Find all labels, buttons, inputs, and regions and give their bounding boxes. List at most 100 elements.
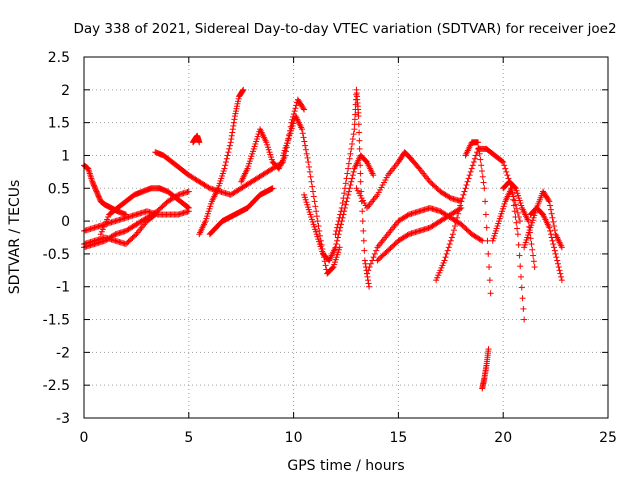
data-point-sat-l <box>370 172 377 179</box>
data-point-sat-w <box>554 260 561 267</box>
data-point-sat-f <box>205 184 212 191</box>
data-point-sat-t <box>519 295 526 302</box>
data-point-sat-q <box>500 159 507 166</box>
data-point-sat-v <box>551 223 558 230</box>
data-point-sat-w <box>547 227 554 234</box>
data-point-sat-q <box>465 175 472 182</box>
data-point-sat-k <box>308 178 315 185</box>
data-point-sat-h <box>229 129 236 136</box>
data-point-sat-r <box>486 277 493 284</box>
data-point-sat-o <box>373 247 380 254</box>
data-point-sat-h <box>222 162 229 169</box>
data-point-sat-a <box>111 232 118 239</box>
data-point-sat-k <box>300 134 307 141</box>
data-point-sat-m <box>365 277 372 284</box>
data-point-sat-l <box>334 237 341 244</box>
data-point-sat-q <box>463 181 470 188</box>
data-point-sat-w <box>555 264 562 271</box>
data-point-sat-q <box>446 241 453 248</box>
data-point-sat-m <box>338 204 345 211</box>
data-point-sat-n <box>446 194 453 201</box>
data-point-sat-q <box>441 257 448 264</box>
data-point-sat-m <box>357 178 364 185</box>
data-point-sat-o <box>477 236 484 243</box>
data-point-sat-k <box>310 193 317 200</box>
data-point-sat-w <box>547 231 554 238</box>
data-point-sat-k <box>317 232 324 239</box>
data-point-sat-m <box>360 227 367 234</box>
data-point-sat-r <box>480 179 487 186</box>
data-point-sat-q <box>461 188 468 195</box>
data-point-sat-j <box>301 106 308 113</box>
data-point-sat-t <box>514 231 521 238</box>
data-point-sat-a <box>185 188 192 195</box>
x-tick-label: 20 <box>494 430 512 446</box>
data-point-sat-r <box>486 264 493 271</box>
data-point-sat-o <box>370 254 377 261</box>
data-point-sat-k <box>305 159 312 166</box>
data-point-sat-m <box>355 113 362 120</box>
data-point-sat-l <box>332 244 339 251</box>
data-point-sat-k <box>315 223 322 230</box>
axis-ticks: 0 5 10 15 20 25 -3 -2.5 -2 -1.5 -1 -0.5 0 0.5 1 1.5 2 2.5 <box>43 50 617 446</box>
data-point-sat-o <box>365 267 372 274</box>
data-point-sat-q <box>504 172 511 179</box>
data-point-sat-q <box>464 178 471 185</box>
plot-frame <box>83 56 609 419</box>
data-point-sat-m <box>362 260 369 267</box>
data-point-sat-k <box>313 213 320 220</box>
data-point-sat-r <box>485 250 492 257</box>
data-point-sat-m <box>365 280 372 287</box>
data-point-sat-h <box>231 116 238 123</box>
data-point-sat-m <box>341 190 348 197</box>
x-tick-label: 5 <box>184 430 193 446</box>
data-point-sat-m <box>356 145 363 152</box>
data-point-sat-m <box>361 257 368 264</box>
data-point-sat-l <box>343 198 350 205</box>
data-point-sat-u <box>527 235 534 242</box>
y-tick-label: -1 <box>56 280 70 296</box>
data-point-sat-m <box>356 129 363 136</box>
chart-title: Day 338 of 2021, Sidereal Day-to-day VTE… <box>73 21 616 37</box>
data-point-sat-m <box>360 237 367 244</box>
data-point-sat-r <box>487 290 494 297</box>
y-tick-label: 2 <box>61 83 70 99</box>
data-point-sat-v <box>551 227 558 234</box>
x-tick-label: 0 <box>80 430 89 446</box>
data-point-sat-h <box>226 145 233 152</box>
data-point-sat-w <box>557 270 564 277</box>
data-point-sat-q <box>451 223 458 230</box>
data-point-sat-k <box>301 138 308 145</box>
data-point-sat-q <box>469 162 476 169</box>
data-point-sat-q <box>470 159 477 166</box>
data-point-sat-q <box>460 191 467 198</box>
data-point-sat-q <box>471 155 478 162</box>
data-point-sat-o <box>371 250 378 257</box>
y-tick-label: -2 <box>56 345 70 361</box>
data-point-sat-h <box>224 152 231 159</box>
data-point-sat-r <box>478 168 485 175</box>
data-point-sat-u <box>529 246 536 253</box>
data-point-sat-k <box>302 142 309 149</box>
data-point-sat-h <box>228 136 235 143</box>
data-point-sat-w <box>546 224 553 231</box>
data-point-sat-w <box>558 277 565 284</box>
data-point-sat-d <box>132 232 139 239</box>
data-point-sat-q <box>443 250 450 257</box>
data-point-sat-m <box>340 195 347 202</box>
y-tick-label: -1.5 <box>43 313 70 329</box>
data-point-sat-m <box>344 170 351 177</box>
data-point-sat-o <box>404 212 411 219</box>
data-point-sat-q <box>450 227 457 234</box>
data-point-sat-l <box>347 181 354 188</box>
data-point-sat-h <box>225 149 232 156</box>
data-point-sat-m <box>342 180 349 187</box>
data-point-sat-w <box>549 237 556 244</box>
data-point-sat-m <box>366 283 373 290</box>
data-point-sat-r <box>476 150 483 157</box>
data-point-sat-q <box>516 218 523 225</box>
data-point-sat-l <box>348 178 355 185</box>
data-point-sat-h <box>229 126 236 133</box>
data-point-sat-u <box>530 258 537 265</box>
data-point-sat-h <box>227 139 234 146</box>
